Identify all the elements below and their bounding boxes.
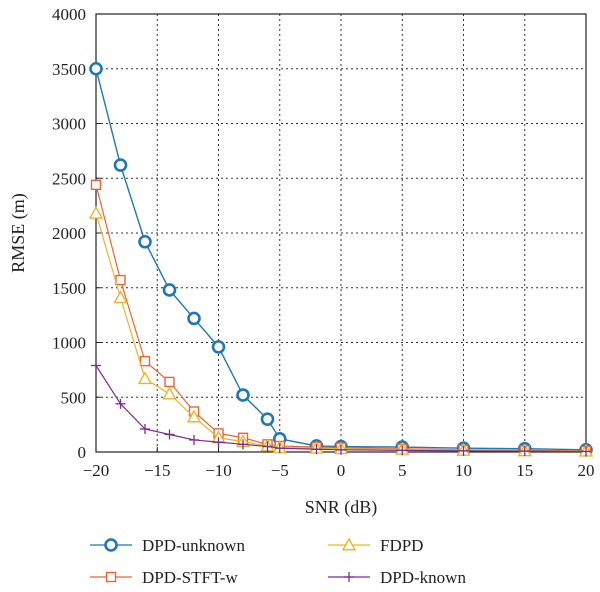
data-point (91, 360, 101, 371)
data-point (138, 234, 152, 249)
data-point (162, 283, 177, 297)
legend-item: DPD-known (328, 568, 466, 587)
data-point (262, 441, 273, 452)
x-tick-label: −5 (271, 461, 289, 480)
data-point (139, 355, 151, 367)
data-point (89, 61, 103, 76)
data-point (336, 444, 346, 455)
data-point (458, 445, 469, 456)
data-point (140, 424, 150, 435)
data-point (397, 445, 408, 456)
data-point (88, 205, 104, 219)
y-tick-label: 2000 (52, 224, 86, 243)
y-tick-label: 3500 (52, 60, 86, 79)
y-tick-label: 0 (78, 443, 87, 462)
legend-swatch-marker (105, 571, 117, 583)
y-tick-label: 500 (61, 388, 87, 407)
legend-label: DPD-unknown (142, 536, 245, 555)
data-point (189, 434, 199, 445)
data-point (137, 371, 153, 385)
y-tick-label: 3000 (52, 115, 86, 134)
legend: DPD-unknown DPD-STFT-w FDPD DPD-known (90, 536, 466, 587)
x-tick-label: −15 (144, 461, 171, 480)
legend-label: DPD-STFT-w (142, 568, 238, 587)
data-point (311, 444, 322, 455)
series-dpd-known (91, 360, 591, 457)
y-tick-label: 2500 (52, 169, 86, 188)
data-point (115, 398, 126, 409)
x-tick-label: 15 (516, 461, 533, 480)
y-axis-label: RMSE (m) (8, 193, 29, 273)
data-point (113, 290, 128, 304)
data-point (211, 340, 226, 354)
data-point (186, 409, 202, 423)
data-point (236, 388, 250, 402)
x-tick-label: 0 (337, 461, 346, 480)
axis-ticks: −20 −15 −10 −5 0 5 10 15 20 0 500 1000 1500 2000 2500 3… (52, 5, 595, 480)
data-point (115, 274, 126, 286)
y-tick-label: 1000 (52, 334, 86, 353)
x-tick-label: 5 (398, 461, 407, 480)
data-point (274, 443, 285, 454)
series-layer (88, 61, 594, 457)
x-tick-label: 10 (455, 461, 472, 480)
grid (96, 14, 586, 452)
legend-item: FDPD (328, 536, 423, 555)
legend-label: FDPD (380, 536, 423, 555)
data-point (581, 446, 591, 457)
legend-item: DPD-unknown (90, 536, 245, 555)
legend-label: DPD-known (380, 568, 466, 587)
x-tick-label: 20 (578, 461, 595, 480)
data-point (113, 158, 128, 172)
data-point (164, 429, 175, 440)
x-tick-label: −20 (83, 461, 110, 480)
legend-item: DPD-STFT-w (90, 568, 238, 587)
x-axis-label: SNR (dB) (305, 497, 378, 518)
data-point (164, 376, 175, 388)
legend-swatch-marker (104, 538, 118, 552)
y-tick-label: 4000 (52, 5, 86, 24)
legend-swatch-marker (344, 572, 354, 582)
data-point (519, 446, 530, 457)
data-point (238, 439, 248, 450)
data-point (260, 412, 275, 426)
x-tick-label: −10 (205, 461, 232, 480)
data-point (90, 179, 102, 191)
data-point (213, 437, 224, 448)
data-point (162, 386, 177, 400)
data-point (187, 311, 201, 326)
y-tick-label: 1500 (52, 279, 86, 298)
legend-swatch-marker (341, 537, 357, 551)
